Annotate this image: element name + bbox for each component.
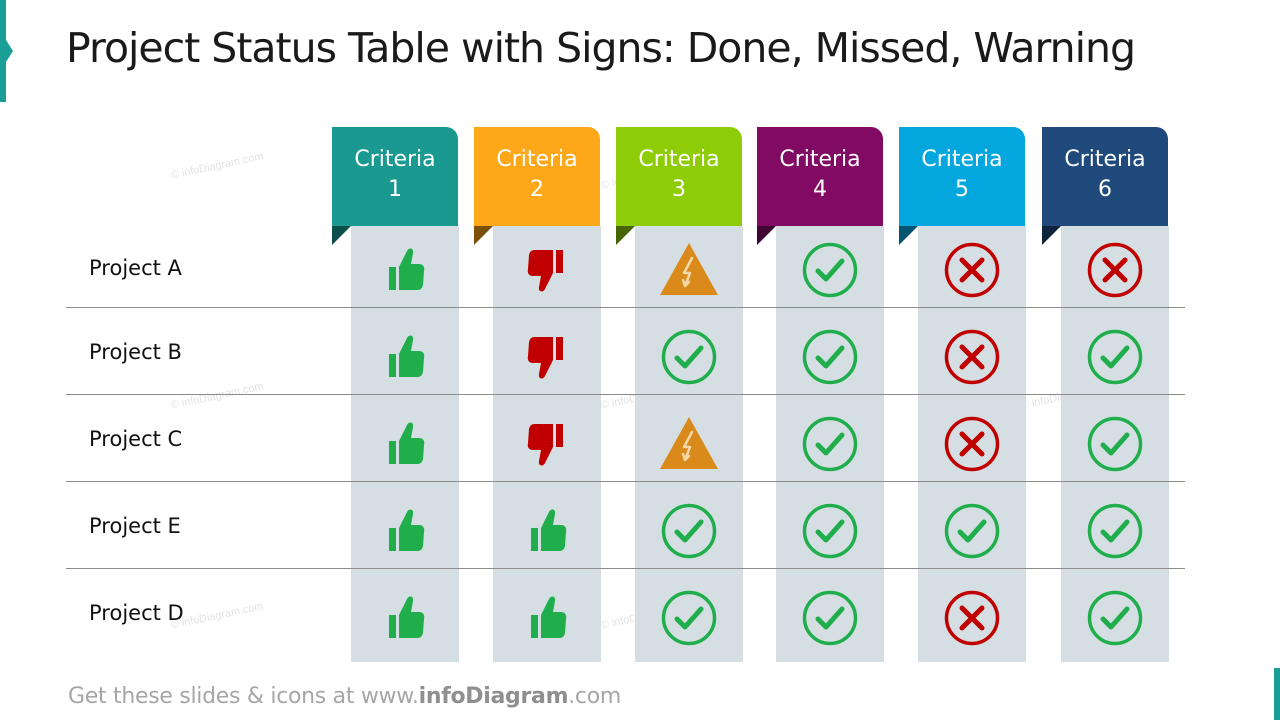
header-fold: [1042, 226, 1061, 245]
row-divider: [66, 481, 1185, 482]
header-fold: [332, 226, 351, 245]
footer-suffix: .com: [568, 684, 621, 709]
column-header-number: 5: [955, 177, 969, 202]
column-header-label: Criteria: [638, 147, 720, 172]
column-header-1: Criteria 1: [332, 127, 458, 226]
thumbs-up-icon: [375, 327, 435, 387]
thumbs-up-icon: [517, 588, 577, 648]
row-label-project: Project E: [89, 514, 181, 538]
column-header-label: Criteria: [354, 147, 436, 172]
row-divider: [66, 307, 1185, 308]
column-header-2: Criteria 2: [474, 127, 600, 226]
column-header-6: Criteria 6: [1042, 127, 1168, 226]
column-background: [776, 226, 884, 662]
check-circle-icon: [800, 414, 860, 474]
left-accent-bar: [0, 0, 6, 102]
column-header-label: Criteria: [779, 147, 861, 172]
warning-icon: [659, 414, 719, 474]
watermark: © infoDiagram.com: [169, 600, 265, 632]
check-circle-icon: [800, 327, 860, 387]
check-circle-icon: [800, 588, 860, 648]
column-header-number: 1: [388, 177, 402, 202]
column-header-number: 6: [1098, 177, 1112, 202]
column-header-label: Criteria: [1064, 147, 1146, 172]
footer-prefix: Get these slides & icons at www.: [68, 684, 419, 709]
check-circle-icon: [1085, 414, 1145, 474]
thumbs-down-icon: [517, 240, 577, 300]
check-circle-icon: [800, 501, 860, 561]
warning-icon: [659, 240, 719, 300]
x-circle-icon: [942, 327, 1002, 387]
left-accent-tip: [6, 40, 13, 62]
header-fold: [899, 226, 918, 245]
right-accent-bar: [1274, 668, 1280, 720]
x-circle-icon: [942, 588, 1002, 648]
column-header-number: 3: [672, 177, 686, 202]
check-circle-icon: [659, 588, 719, 648]
check-circle-icon: [942, 501, 1002, 561]
row-label-project: Project C: [89, 427, 183, 451]
column-header-number: 2: [530, 177, 544, 202]
header-fold: [757, 226, 776, 245]
slide-title: Project Status Table with Signs: Done, M…: [66, 24, 1136, 72]
row-divider: [66, 394, 1185, 395]
check-circle-icon: [1085, 588, 1145, 648]
check-circle-icon: [659, 501, 719, 561]
row-divider: [66, 568, 1185, 569]
column-header-number: 4: [813, 177, 827, 202]
thumbs-up-icon: [375, 501, 435, 561]
check-circle-icon: [1085, 501, 1145, 561]
watermark: © infoDiagram.com: [169, 150, 265, 182]
thumbs-down-icon: [517, 327, 577, 387]
row-label-project: Project B: [89, 340, 182, 364]
thumbs-up-icon: [517, 501, 577, 561]
column-header-label: Criteria: [496, 147, 578, 172]
thumbs-up-icon: [375, 588, 435, 648]
column-background: [1061, 226, 1169, 662]
column-header-5: Criteria 5: [899, 127, 1025, 226]
check-circle-icon: [1085, 327, 1145, 387]
x-circle-icon: [942, 414, 1002, 474]
check-circle-icon: [659, 327, 719, 387]
column-header-4: Criteria 4: [757, 127, 883, 226]
row-label-project: Project A: [89, 256, 182, 280]
thumbs-up-icon: [375, 414, 435, 474]
row-label-project: Project D: [89, 601, 184, 625]
footer-link[interactable]: Get these slides & icons at www.infoDiag…: [68, 684, 621, 709]
header-fold: [474, 226, 493, 245]
x-circle-icon: [1085, 240, 1145, 300]
x-circle-icon: [942, 240, 1002, 300]
thumbs-down-icon: [517, 414, 577, 474]
column-header-label: Criteria: [921, 147, 1003, 172]
footer-brand: infoDiagram: [418, 684, 569, 709]
check-circle-icon: [800, 240, 860, 300]
column-header-3: Criteria 3: [616, 127, 742, 226]
watermark: © infoDiagram.com: [169, 380, 265, 412]
thumbs-up-icon: [375, 240, 435, 300]
header-fold: [616, 226, 635, 245]
